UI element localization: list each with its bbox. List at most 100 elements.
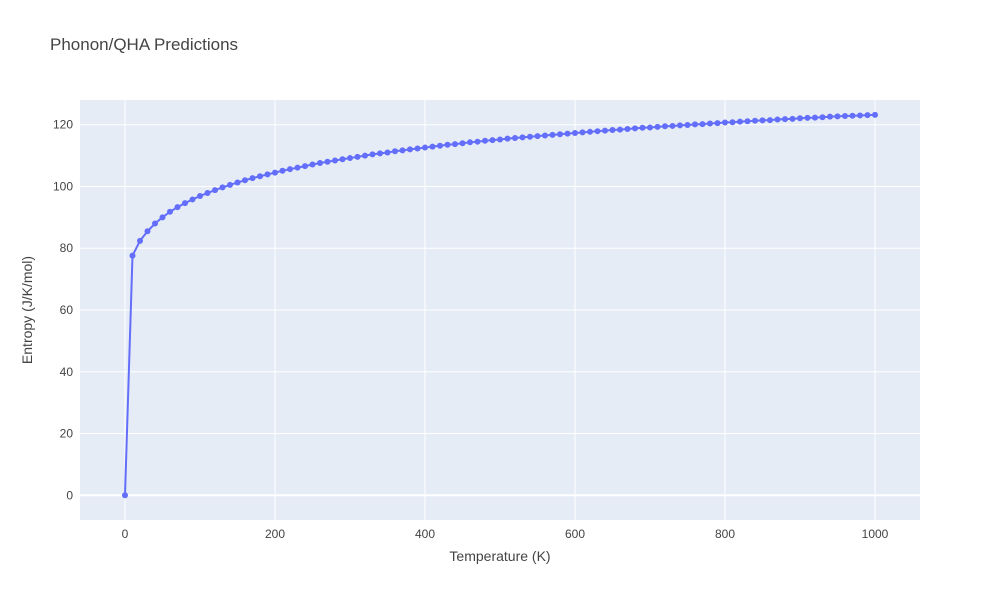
data-point[interactable] [377,150,383,157]
data-point[interactable] [204,189,211,196]
data-point[interactable] [669,122,676,129]
data-point[interactable] [407,146,413,153]
data-point[interactable] [827,113,833,120]
data-point[interactable] [489,137,496,144]
data-point[interactable] [332,157,338,164]
data-point[interactable] [294,164,301,171]
data-point[interactable] [857,112,863,119]
data-point[interactable] [512,134,518,141]
data-point[interactable] [122,492,128,499]
data-point[interactable] [302,163,308,170]
data-point[interactable] [272,169,278,176]
data-point[interactable] [234,179,241,186]
data-point[interactable] [572,130,578,137]
data-point[interactable] [452,141,458,148]
data-point[interactable] [864,112,871,119]
data-point[interactable] [594,128,601,135]
data-point[interactable] [459,140,466,147]
data-point[interactable] [324,158,331,165]
data-point[interactable] [527,133,533,140]
data-point[interactable] [182,200,188,207]
data-point[interactable] [737,118,743,125]
data-point[interactable] [797,115,803,122]
data-point[interactable] [639,124,646,131]
data-point[interactable] [212,187,218,194]
data-point[interactable] [842,113,848,120]
data-point[interactable] [392,148,398,155]
data-point[interactable] [422,144,428,151]
data-point[interactable] [722,119,728,126]
data-point[interactable] [339,156,346,163]
data-point[interactable] [347,155,353,162]
data-point[interactable] [482,137,488,144]
data-point[interactable] [287,166,293,173]
data-point[interactable] [497,136,503,143]
data-point[interactable] [819,114,826,121]
data-point[interactable] [467,139,473,146]
data-point[interactable] [789,115,796,122]
data-point[interactable] [729,119,736,126]
data-point[interactable] [579,129,586,136]
data-point[interactable] [249,175,256,182]
data-point[interactable] [707,120,713,127]
data-point[interactable] [647,124,653,131]
data-point[interactable] [767,117,773,124]
data-point[interactable] [369,151,376,158]
data-point[interactable] [152,220,158,227]
data-point[interactable] [549,131,556,138]
data-point[interactable] [137,237,143,244]
data-point[interactable] [197,193,203,200]
data-point[interactable] [564,130,571,137]
data-point[interactable] [699,121,706,128]
data-point[interactable] [519,134,526,141]
data-point[interactable] [542,132,548,139]
data-point[interactable] [227,181,233,188]
data-point[interactable] [752,117,758,124]
data-point[interactable] [174,204,181,211]
data-point[interactable] [609,126,616,133]
data-point[interactable] [144,228,151,235]
data-point[interactable] [399,147,406,154]
data-point[interactable] [219,184,226,191]
data-point[interactable] [242,177,248,184]
data-point[interactable] [684,122,691,129]
data-point[interactable] [849,112,856,119]
data-point[interactable] [557,131,563,138]
data-point[interactable] [167,208,173,215]
data-point[interactable] [129,252,136,259]
data-point[interactable] [624,126,631,133]
data-point[interactable] [414,145,421,152]
data-point[interactable] [504,135,511,142]
data-point[interactable] [189,196,196,203]
data-point[interactable] [429,143,436,150]
data-point[interactable] [692,121,698,128]
data-point[interactable] [257,173,263,180]
data-point[interactable] [782,116,788,123]
data-point[interactable] [602,127,608,134]
data-point[interactable] [474,138,481,145]
data-point[interactable] [264,171,271,178]
data-point[interactable] [812,114,818,121]
data-point[interactable] [362,152,368,159]
data-point[interactable] [587,128,593,135]
data-point[interactable] [617,126,623,133]
data-point[interactable] [759,117,766,124]
data-point[interactable] [279,167,286,174]
data-point[interactable] [662,123,668,130]
data-point[interactable] [774,116,781,123]
data-point[interactable] [309,161,316,168]
data-point[interactable] [534,133,541,140]
data-point[interactable] [632,125,638,132]
data-point[interactable] [744,118,751,125]
data-point[interactable] [317,160,323,166]
data-point[interactable] [677,122,683,129]
data-point[interactable] [354,153,361,160]
data-point[interactable] [159,214,166,221]
data-point[interactable] [437,142,443,149]
data-point[interactable] [444,141,451,148]
data-point[interactable] [872,111,878,118]
data-point[interactable] [714,120,721,127]
data-point[interactable] [654,123,661,130]
data-point[interactable] [834,113,841,120]
data-point[interactable] [384,149,391,156]
